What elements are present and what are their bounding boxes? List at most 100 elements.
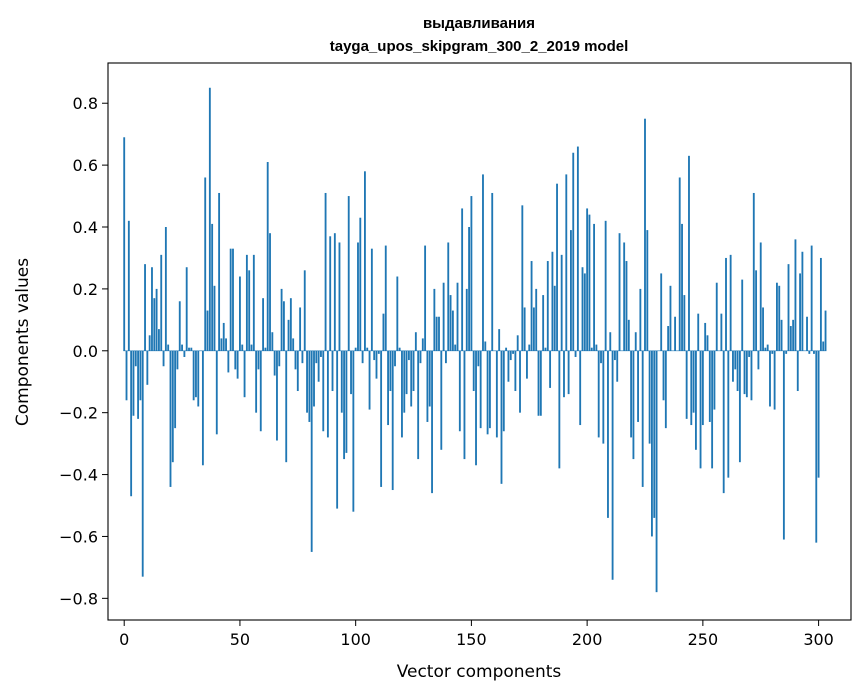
bar: [627, 319, 630, 351]
bar: [470, 196, 473, 351]
bar: [616, 350, 619, 382]
bar: [560, 254, 563, 351]
bar: [683, 295, 686, 351]
bar: [482, 174, 484, 351]
bar: [280, 288, 283, 351]
bar: [526, 350, 528, 379]
bar: [776, 282, 778, 351]
bar: [669, 285, 672, 351]
bar: [755, 270, 758, 351]
bar: [604, 220, 607, 351]
bar: [708, 350, 711, 422]
bar: [646, 230, 649, 351]
bar: [801, 251, 804, 351]
bar: [664, 350, 667, 429]
bar: [796, 350, 799, 392]
bar: [593, 223, 595, 351]
bar: [535, 288, 538, 351]
bar: [581, 267, 584, 351]
bar: [426, 350, 429, 422]
bar: [354, 347, 357, 351]
bar: [403, 350, 406, 413]
y-tick-label: 0.0: [73, 342, 98, 361]
y-tick-label: −0.6: [59, 527, 98, 546]
bar: [542, 295, 545, 351]
bar: [794, 239, 797, 351]
x-tick-label: 200: [572, 630, 603, 649]
bar: [401, 350, 403, 438]
bar: [206, 310, 209, 351]
bar: [375, 350, 378, 379]
bar: [414, 332, 417, 351]
bar: [424, 245, 427, 351]
bar: [514, 350, 517, 392]
bar: [222, 322, 225, 351]
bar: [475, 350, 477, 466]
bar: [556, 183, 558, 351]
bar: [234, 350, 237, 370]
bar: [769, 350, 771, 407]
bar: [544, 347, 547, 351]
bar: [567, 350, 570, 395]
bar: [609, 332, 612, 351]
y-axis-ticks: −0.8 −0.6 −0.4 −0.2 0.0 0.2 0.4 0.6 0.8: [59, 94, 108, 608]
bar: [225, 338, 227, 351]
bar: [648, 350, 651, 444]
bar: [208, 87, 211, 351]
x-tick-label: 0: [119, 630, 129, 649]
bar: [366, 347, 369, 351]
bar: [382, 313, 385, 351]
bar: [789, 326, 792, 351]
bar: [248, 270, 251, 351]
bar: [370, 248, 373, 351]
bar: [486, 350, 489, 435]
bar: [523, 307, 526, 351]
bar: [137, 350, 140, 419]
bar: [611, 350, 614, 580]
bar: [324, 192, 327, 351]
bar: [782, 350, 785, 540]
bar: [704, 322, 707, 351]
bar: [320, 350, 322, 357]
bar: [491, 192, 494, 351]
bar: [685, 350, 688, 419]
bar: [243, 350, 246, 398]
bar: [817, 350, 820, 478]
bar: [391, 350, 394, 491]
bar: [144, 264, 146, 351]
bar: [701, 350, 704, 426]
bar: [169, 350, 172, 487]
bar: [220, 338, 223, 351]
bar: [570, 230, 572, 351]
bar: [301, 350, 304, 364]
bar: [454, 344, 457, 351]
bar: [127, 220, 130, 351]
bar: [440, 350, 443, 450]
bar: [819, 257, 822, 351]
bar: [352, 350, 355, 512]
bar: [500, 350, 503, 484]
bar: [438, 316, 440, 351]
bar: [345, 350, 348, 453]
bar: [322, 350, 325, 432]
bar: [750, 350, 753, 401]
bar: [725, 257, 727, 351]
bar: [472, 350, 475, 392]
bar: [502, 350, 505, 432]
bar: [387, 350, 389, 426]
bar: [239, 276, 241, 351]
bar: [516, 335, 519, 351]
bar: [530, 261, 533, 351]
plot-frame: [107, 62, 852, 621]
bar: [201, 350, 204, 466]
bar: [215, 350, 218, 435]
bar: [433, 288, 436, 351]
bar: [586, 208, 589, 351]
bar: [287, 319, 290, 351]
bar: [697, 313, 700, 351]
bar: [519, 350, 521, 413]
bar: [151, 267, 153, 351]
bar: [285, 350, 288, 463]
bar: [713, 350, 716, 410]
